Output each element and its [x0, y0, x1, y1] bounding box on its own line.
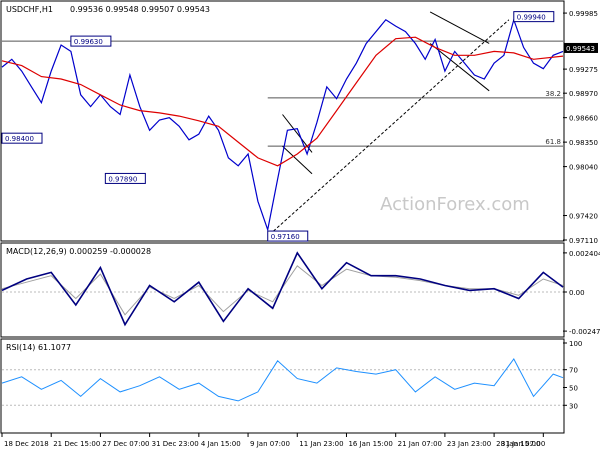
x-tick-label: 23 Jan 23:00 [447, 440, 491, 448]
annotation-box [70, 35, 112, 47]
annotation-label: 0.97160 [271, 233, 300, 241]
rsi-tick-label: 50 [569, 385, 578, 393]
rsi-tick-label: 70 [569, 367, 578, 375]
macd-signal-line [1, 265, 564, 316]
price-tick-label: 0.99985 [569, 10, 598, 18]
macd-panel-frame [0, 242, 565, 338]
price-tick-label: 0.97420 [569, 213, 598, 221]
x-tick-label: 18 Dec 2018 [4, 440, 49, 448]
price-tick-label: 0.98040 [569, 164, 598, 172]
x-tick-label: 9 Jan 07:00 [250, 440, 290, 448]
x-tick-label: 21 Dec 15:00 [53, 440, 100, 448]
macd-tick-label: 0.002404 [569, 250, 600, 258]
price-axis-ticks: 0.99985 0.99275 0.98970 0.98660 0.98350 0.980… [563, 10, 598, 245]
macd-line [1, 251, 564, 327]
x-tick-label: 21 Jan 07:00 [398, 440, 442, 448]
ohlc-readout: 0.99536 0.99548 0.99507 0.99543 [70, 5, 210, 14]
current-price-marker: 0.99543 [564, 42, 598, 53]
rsi-label: RSI(14) 61.1077 [6, 343, 71, 352]
price-tick-label: 0.98660 [569, 115, 598, 123]
price-tick-label: 0.98350 [569, 139, 598, 147]
rsi-panel-frame [0, 338, 565, 434]
macd-panel: 0.002404 0.00 -0.002472 [1, 250, 600, 336]
price-series-line [1, 17, 564, 233]
rsi-panel: 100 70 50 30 [1, 340, 582, 410]
channel-line-lower-1 [282, 145, 313, 175]
annotation-box [513, 11, 555, 23]
macd-label: MACD(12,26,9) 0.000259 -0.000028 [6, 247, 151, 256]
x-tick-label: 31 Dec 23:00 [152, 440, 199, 448]
x-tick-label: 31 Jan 07:00 [501, 440, 545, 448]
annotation-label: 0.99940 [517, 14, 546, 22]
price-annotations: 0.99630 0.98400 0.97890 0.97160 0.99940 [1, 11, 555, 242]
moving-average-line [1, 36, 564, 167]
x-tick-label: 4 Jan 15:00 [201, 440, 241, 448]
price-tick-label: 0.99275 [569, 66, 598, 74]
x-tick-label: 11 Jan 23:00 [299, 440, 343, 448]
annotation-box [104, 172, 146, 184]
annotation-label: 0.97890 [108, 175, 137, 183]
symbol-label: USDCHF,H1 [6, 5, 53, 14]
fib-level-label: 38.2 [545, 90, 561, 98]
price-tick-label: 0.97110 [569, 237, 598, 245]
price-tick-label: 0.98970 [569, 90, 598, 98]
x-axis: 18 Dec 2018 21 Dec 15:00 27 Dec 07:00 31 De… [1, 433, 545, 448]
rsi-tick-label: 100 [569, 340, 582, 348]
macd-tick-label: -0.002472 [569, 328, 600, 336]
channel-line-lower-2 [429, 43, 490, 92]
macd-tick-label: 0.00 [569, 289, 585, 297]
annotation-box [1, 132, 43, 144]
price-series-group [1, 17, 564, 233]
rsi-line [1, 358, 564, 402]
x-tick-label: 16 Jan 15:00 [348, 440, 392, 448]
x-tick-label: 28 Jan 15:00 [496, 440, 540, 448]
channel-line-upper-2 [429, 11, 490, 44]
fib-level-label: 61.8 [545, 138, 561, 146]
current-price-label: 0.99543 [566, 45, 595, 53]
x-tick-label: 27 Dec 07:00 [102, 440, 149, 448]
annotation-label: 0.98400 [5, 135, 34, 143]
current-price-box [564, 42, 598, 53]
watermark-text: ActionForex.com [380, 194, 530, 215]
annotation-box [267, 230, 309, 242]
rsi-tick-label: 30 [569, 402, 578, 410]
annotation-label: 0.99630 [74, 38, 103, 46]
